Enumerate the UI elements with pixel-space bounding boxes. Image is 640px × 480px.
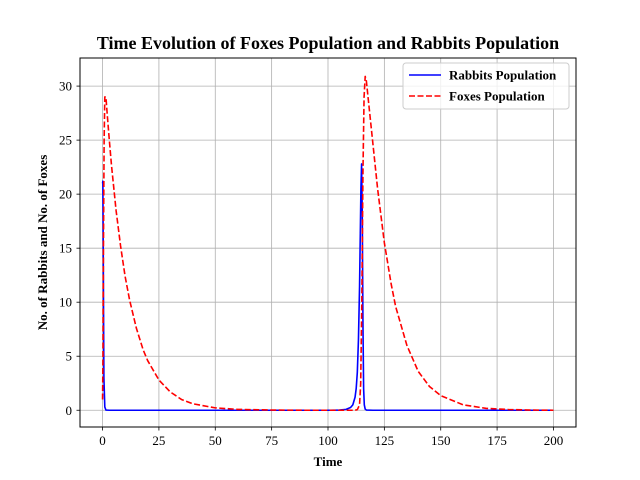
x-tick-label: 50 [209,433,222,448]
legend-entry-label: Rabbits Population [449,68,557,83]
y-tick-label: 25 [59,133,72,148]
y-axis-label: No. of Rabbits and No. of Foxes [35,155,50,331]
legend: Rabbits Population Foxes Population [402,62,570,110]
y-tick-label: 5 [66,349,73,364]
x-tick-label: 175 [487,433,507,448]
series-line-rabbits [101,163,554,412]
legend-box [402,62,570,110]
y-tick-label: 10 [59,295,72,310]
x-axis-label: Time [314,454,343,469]
series-line-foxes [101,75,554,412]
x-tick-label: 100 [318,433,338,448]
chart-title: Time Evolution of Foxes Population and R… [97,33,559,53]
x-tick-label: 125 [375,433,395,448]
y-tick-label: 15 [59,241,72,256]
y-tick-label: 30 [59,79,72,94]
x-tick-label: 150 [431,433,451,448]
x-tick-label: 25 [152,433,165,448]
y-tick-label: 0 [66,403,73,418]
plot-series [101,75,554,412]
y-axis: 0 5 10 15 20 25 30 [59,79,80,418]
legend-entry-label: Foxes Population [449,89,545,104]
x-axis: 0 25 50 75 100 125 150 175 200 [99,427,563,448]
x-tick-label: 0 [99,433,106,448]
x-tick-label: 75 [265,433,278,448]
x-tick-label: 200 [544,433,564,448]
grid [80,58,576,427]
y-tick-label: 20 [59,187,72,202]
